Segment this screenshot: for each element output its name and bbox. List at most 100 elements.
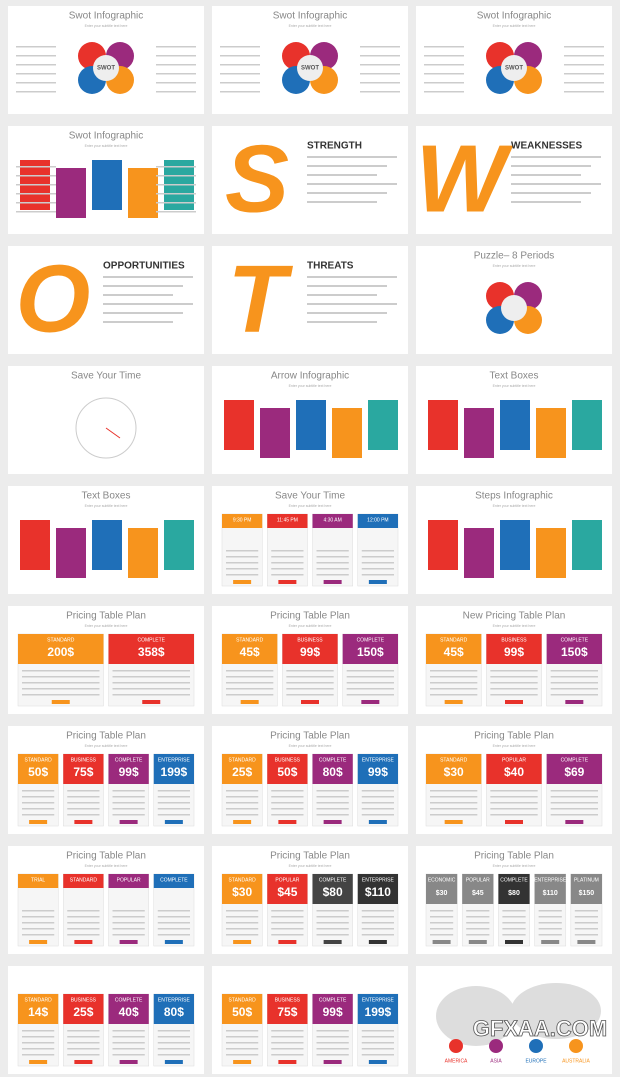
text-line (112, 928, 145, 930)
text-line (67, 928, 100, 930)
card-header (486, 754, 542, 784)
text-line (157, 1054, 190, 1056)
text-line (361, 1036, 394, 1038)
text-line (564, 55, 604, 57)
slide-subtitle: Enter your subtitle text here (289, 744, 332, 748)
text-line (112, 676, 190, 678)
card-button (368, 580, 387, 584)
card-price: 150$ (357, 645, 384, 659)
text-line (112, 922, 145, 924)
text-line (538, 910, 562, 912)
card-button (278, 1060, 297, 1064)
card-name: ENTERPRISE (534, 877, 567, 883)
text-line (157, 814, 190, 816)
slide-subtitle: Enter your subtitle text here (85, 144, 128, 148)
card-header (18, 634, 104, 664)
text-line (430, 796, 478, 798)
slide-subtitle: Enter your subtitle text here (493, 384, 536, 388)
slide: Arrow Infographic Enter your subtitle tex… (212, 366, 408, 474)
card-name: POPULAR (117, 877, 141, 883)
card-header (534, 874, 566, 904)
card-header (222, 514, 263, 528)
card-name: BUSINESS (275, 997, 301, 1003)
text-line (226, 1048, 259, 1050)
center-label: SWOT (301, 66, 319, 72)
card-header (267, 874, 308, 904)
slide-subtitle: Enter your subtitle text here (289, 384, 332, 388)
card-header (267, 514, 308, 528)
text-line (564, 82, 604, 84)
center-disc (501, 55, 527, 81)
text-line (271, 928, 304, 930)
text-line (156, 202, 196, 204)
card-name: COMPLETE (160, 877, 188, 883)
slide: Text Boxes Enter your subtitle text here (416, 366, 612, 474)
text-line (361, 808, 394, 810)
text-line (424, 46, 464, 48)
card-price: 45$ (240, 645, 260, 659)
text-line (16, 55, 56, 57)
text-line (360, 64, 400, 66)
card-name: BUSINESS (297, 637, 323, 643)
card-button (51, 700, 70, 704)
text-line (22, 916, 55, 918)
text-line (271, 556, 304, 558)
card-header (267, 994, 308, 1024)
text-line (466, 934, 490, 936)
slide-title: Swot Infographic (273, 11, 348, 22)
text-line (271, 1036, 304, 1038)
center-disc (297, 55, 323, 81)
text-line (430, 922, 454, 924)
text-line (316, 574, 349, 576)
slide: Swot Infographic Enter your subtitle text… (8, 6, 204, 114)
text-line (112, 808, 145, 810)
card-button (119, 1060, 138, 1064)
slide-title: Swot Infographic (477, 11, 552, 22)
slide-subtitle: Enter your subtitle text here (85, 744, 128, 748)
text-line (490, 688, 538, 690)
info-box (536, 528, 566, 578)
text-line (156, 73, 196, 75)
card-button (278, 580, 297, 584)
card-header (357, 754, 398, 784)
text-line (316, 814, 349, 816)
text-line (550, 790, 598, 792)
text-line (226, 1030, 259, 1032)
card-header (498, 874, 530, 904)
slide-bg (212, 126, 408, 234)
text-line (490, 682, 538, 684)
slide-title: Save Your Time (275, 491, 345, 502)
text-line (466, 910, 490, 912)
text-line (271, 568, 304, 570)
text-line (112, 1048, 145, 1050)
text-line (157, 928, 190, 930)
text-line (157, 802, 190, 804)
slide-subtitle: Enter your subtitle text here (85, 864, 128, 868)
card-header (63, 754, 104, 784)
text-line (103, 312, 183, 314)
text-line (67, 814, 100, 816)
card-price: 50$ (28, 765, 48, 779)
text-line (226, 910, 259, 912)
text-line (156, 64, 196, 66)
text-line (502, 922, 526, 924)
text-line (16, 64, 56, 66)
text-line (346, 676, 394, 678)
card-button (368, 1060, 387, 1064)
text-line (22, 928, 55, 930)
text-line (424, 55, 464, 57)
text-line (157, 934, 190, 936)
text-line (67, 1036, 100, 1038)
text-line (361, 916, 394, 918)
text-line (156, 55, 196, 57)
text-line (22, 694, 100, 696)
text-line (316, 1030, 349, 1032)
card-price: 199$ (365, 1005, 392, 1019)
map-label: AUSTRALIA (562, 1058, 590, 1064)
text-line (220, 91, 260, 93)
text-line (490, 670, 538, 672)
info-box (464, 408, 494, 458)
text-line (316, 1036, 349, 1038)
text-line (430, 670, 478, 672)
text-line (574, 922, 598, 924)
